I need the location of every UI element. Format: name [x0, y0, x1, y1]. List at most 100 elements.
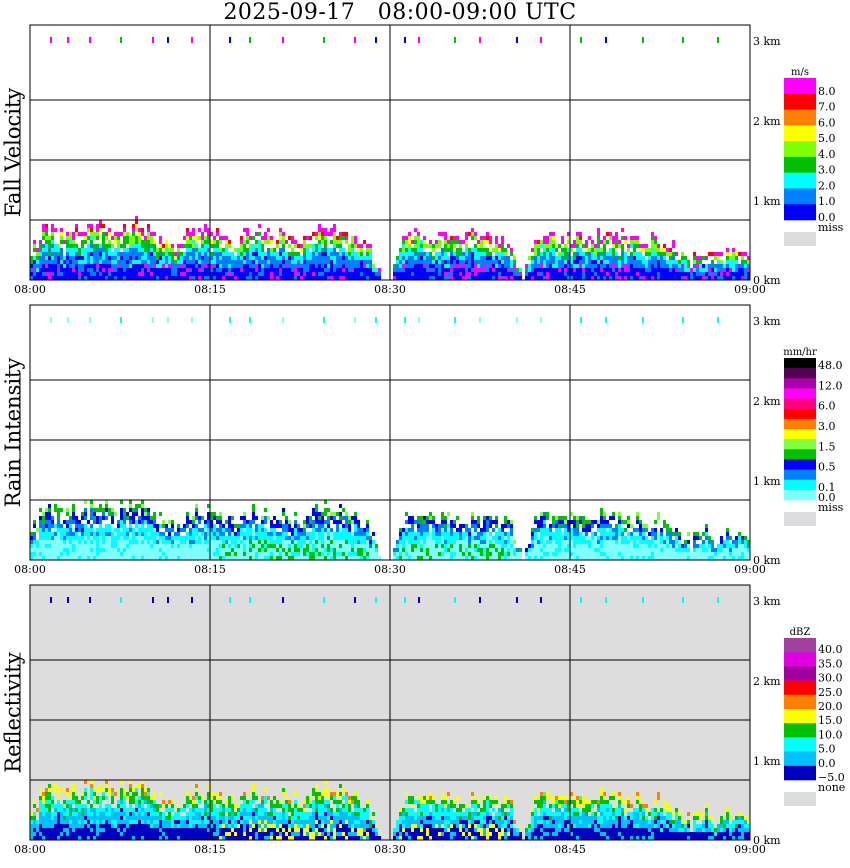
data-cell	[84, 516, 87, 520]
data-cell	[303, 260, 306, 264]
data-cell	[546, 536, 549, 540]
data-cell	[303, 528, 306, 532]
data-cell	[411, 256, 414, 260]
data-cell	[561, 236, 564, 240]
data-cell	[222, 264, 225, 268]
data-cell	[213, 236, 216, 240]
data-cell	[654, 256, 657, 260]
data-cell	[258, 224, 261, 228]
data-cell	[177, 244, 180, 248]
data-cell	[126, 240, 129, 244]
data-cell	[336, 524, 339, 528]
data-cell	[75, 272, 78, 276]
data-cell	[237, 548, 240, 552]
data-cell	[129, 244, 132, 248]
data-cell	[210, 276, 213, 280]
data-cell	[117, 536, 120, 540]
data-cell	[48, 788, 51, 792]
data-cell	[237, 556, 240, 560]
data-cell	[324, 228, 327, 232]
data-cell	[579, 276, 582, 280]
data-cell	[594, 536, 597, 540]
data-cell	[231, 528, 234, 532]
data-cell	[240, 268, 243, 272]
data-cell	[450, 260, 453, 264]
data-cell	[198, 272, 201, 276]
data-cell	[726, 532, 729, 536]
data-cell	[621, 264, 624, 268]
data-cell	[348, 520, 351, 524]
data-cell	[345, 260, 348, 264]
data-cell	[186, 264, 189, 268]
data-cell	[309, 520, 312, 524]
data-cell	[252, 256, 255, 260]
data-cell	[258, 264, 261, 268]
data-cell	[579, 556, 582, 560]
data-cell	[504, 556, 507, 560]
data-cell	[132, 512, 135, 516]
data-cell	[135, 552, 138, 556]
data-cell	[153, 244, 156, 248]
data-cell	[516, 552, 519, 556]
data-cell	[297, 260, 300, 264]
data-cell	[285, 516, 288, 520]
data-cell	[666, 524, 669, 528]
data-cell	[699, 276, 702, 280]
data-cell	[90, 256, 93, 260]
data-cell	[276, 540, 279, 544]
data-cell	[534, 548, 537, 552]
data-cell	[651, 540, 654, 544]
data-cell	[306, 272, 309, 276]
data-cell	[612, 272, 615, 276]
data-cell	[597, 236, 600, 240]
data-cell	[198, 552, 201, 556]
data-cell	[486, 264, 489, 268]
data-cell	[444, 244, 447, 248]
data-cell	[99, 544, 102, 548]
data-cell	[486, 540, 489, 544]
data-cell	[324, 248, 327, 252]
data-cell	[417, 536, 420, 540]
data-cell	[582, 520, 585, 524]
data-cell	[354, 536, 357, 540]
data-cell	[135, 544, 138, 548]
data-cell	[342, 252, 345, 256]
data-cell	[183, 244, 186, 248]
data-cell	[345, 512, 348, 516]
data-cell	[672, 532, 675, 536]
data-cell	[480, 556, 483, 560]
data-cell	[192, 276, 195, 280]
data-cell	[66, 528, 69, 532]
data-cell	[714, 552, 717, 556]
data-cell	[414, 548, 417, 552]
data-cell	[30, 820, 33, 824]
data-cell	[672, 272, 675, 276]
data-cell	[201, 536, 204, 540]
data-cell	[582, 268, 585, 272]
data-cell	[273, 516, 276, 520]
data-cell	[570, 256, 573, 260]
data-cell	[654, 264, 657, 268]
data-cell	[258, 272, 261, 276]
data-cell	[618, 556, 621, 560]
data-cell	[225, 256, 228, 260]
data-cell	[138, 268, 141, 272]
data-cell	[459, 552, 462, 556]
data-cell	[132, 272, 135, 276]
data-cell	[216, 256, 219, 260]
legend-swatch	[784, 378, 816, 389]
data-cell	[126, 808, 129, 812]
data-cell	[57, 792, 60, 796]
data-cell	[705, 264, 708, 268]
data-cell	[60, 824, 63, 828]
data-cell	[441, 512, 444, 516]
data-cell	[54, 552, 57, 556]
data-cell	[51, 836, 54, 840]
data-cell	[96, 824, 99, 828]
data-cell	[684, 544, 687, 548]
data-cell	[228, 244, 231, 248]
data-cell	[663, 268, 666, 272]
data-cell	[69, 812, 72, 816]
data-cell	[183, 556, 186, 560]
data-cell	[204, 260, 207, 264]
